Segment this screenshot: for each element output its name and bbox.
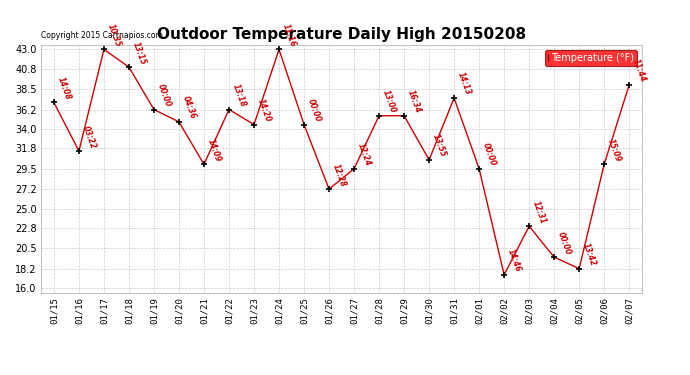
Text: 04:36: 04:36	[181, 95, 197, 121]
Text: 16:34: 16:34	[406, 89, 423, 114]
Text: 14:46: 14:46	[506, 248, 523, 273]
Text: Copyright 2015 Cartnapios.com: Copyright 2015 Cartnapios.com	[41, 31, 164, 40]
Text: 00:00: 00:00	[556, 230, 573, 256]
Text: 12:24: 12:24	[356, 142, 373, 167]
Text: 00:00: 00:00	[156, 82, 172, 108]
Text: 14:13: 14:13	[456, 71, 473, 97]
Text: 10:35: 10:35	[106, 22, 123, 48]
Text: 12:28: 12:28	[331, 162, 348, 188]
Text: 14:20: 14:20	[256, 98, 273, 123]
Text: 00:00: 00:00	[481, 142, 497, 167]
Legend: Temperature (°F): Temperature (°F)	[545, 50, 637, 66]
Title: Outdoor Temperature Daily High 20150208: Outdoor Temperature Daily High 20150208	[157, 27, 526, 42]
Text: 14:08: 14:08	[56, 75, 72, 101]
Text: 13:15: 13:15	[131, 40, 148, 66]
Text: 00:00: 00:00	[306, 98, 323, 123]
Text: 13:42: 13:42	[581, 242, 598, 267]
Text: 11:16: 11:16	[281, 22, 297, 48]
Text: 03:22: 03:22	[81, 124, 97, 150]
Text: 13:00: 13:00	[381, 89, 397, 114]
Text: 13:55: 13:55	[431, 133, 448, 159]
Text: 14:09: 14:09	[206, 137, 223, 163]
Text: 12:31: 12:31	[531, 199, 548, 225]
Text: 15:09: 15:09	[607, 137, 623, 163]
Text: 13:18: 13:18	[231, 82, 248, 108]
Text: 11:44: 11:44	[631, 58, 648, 84]
